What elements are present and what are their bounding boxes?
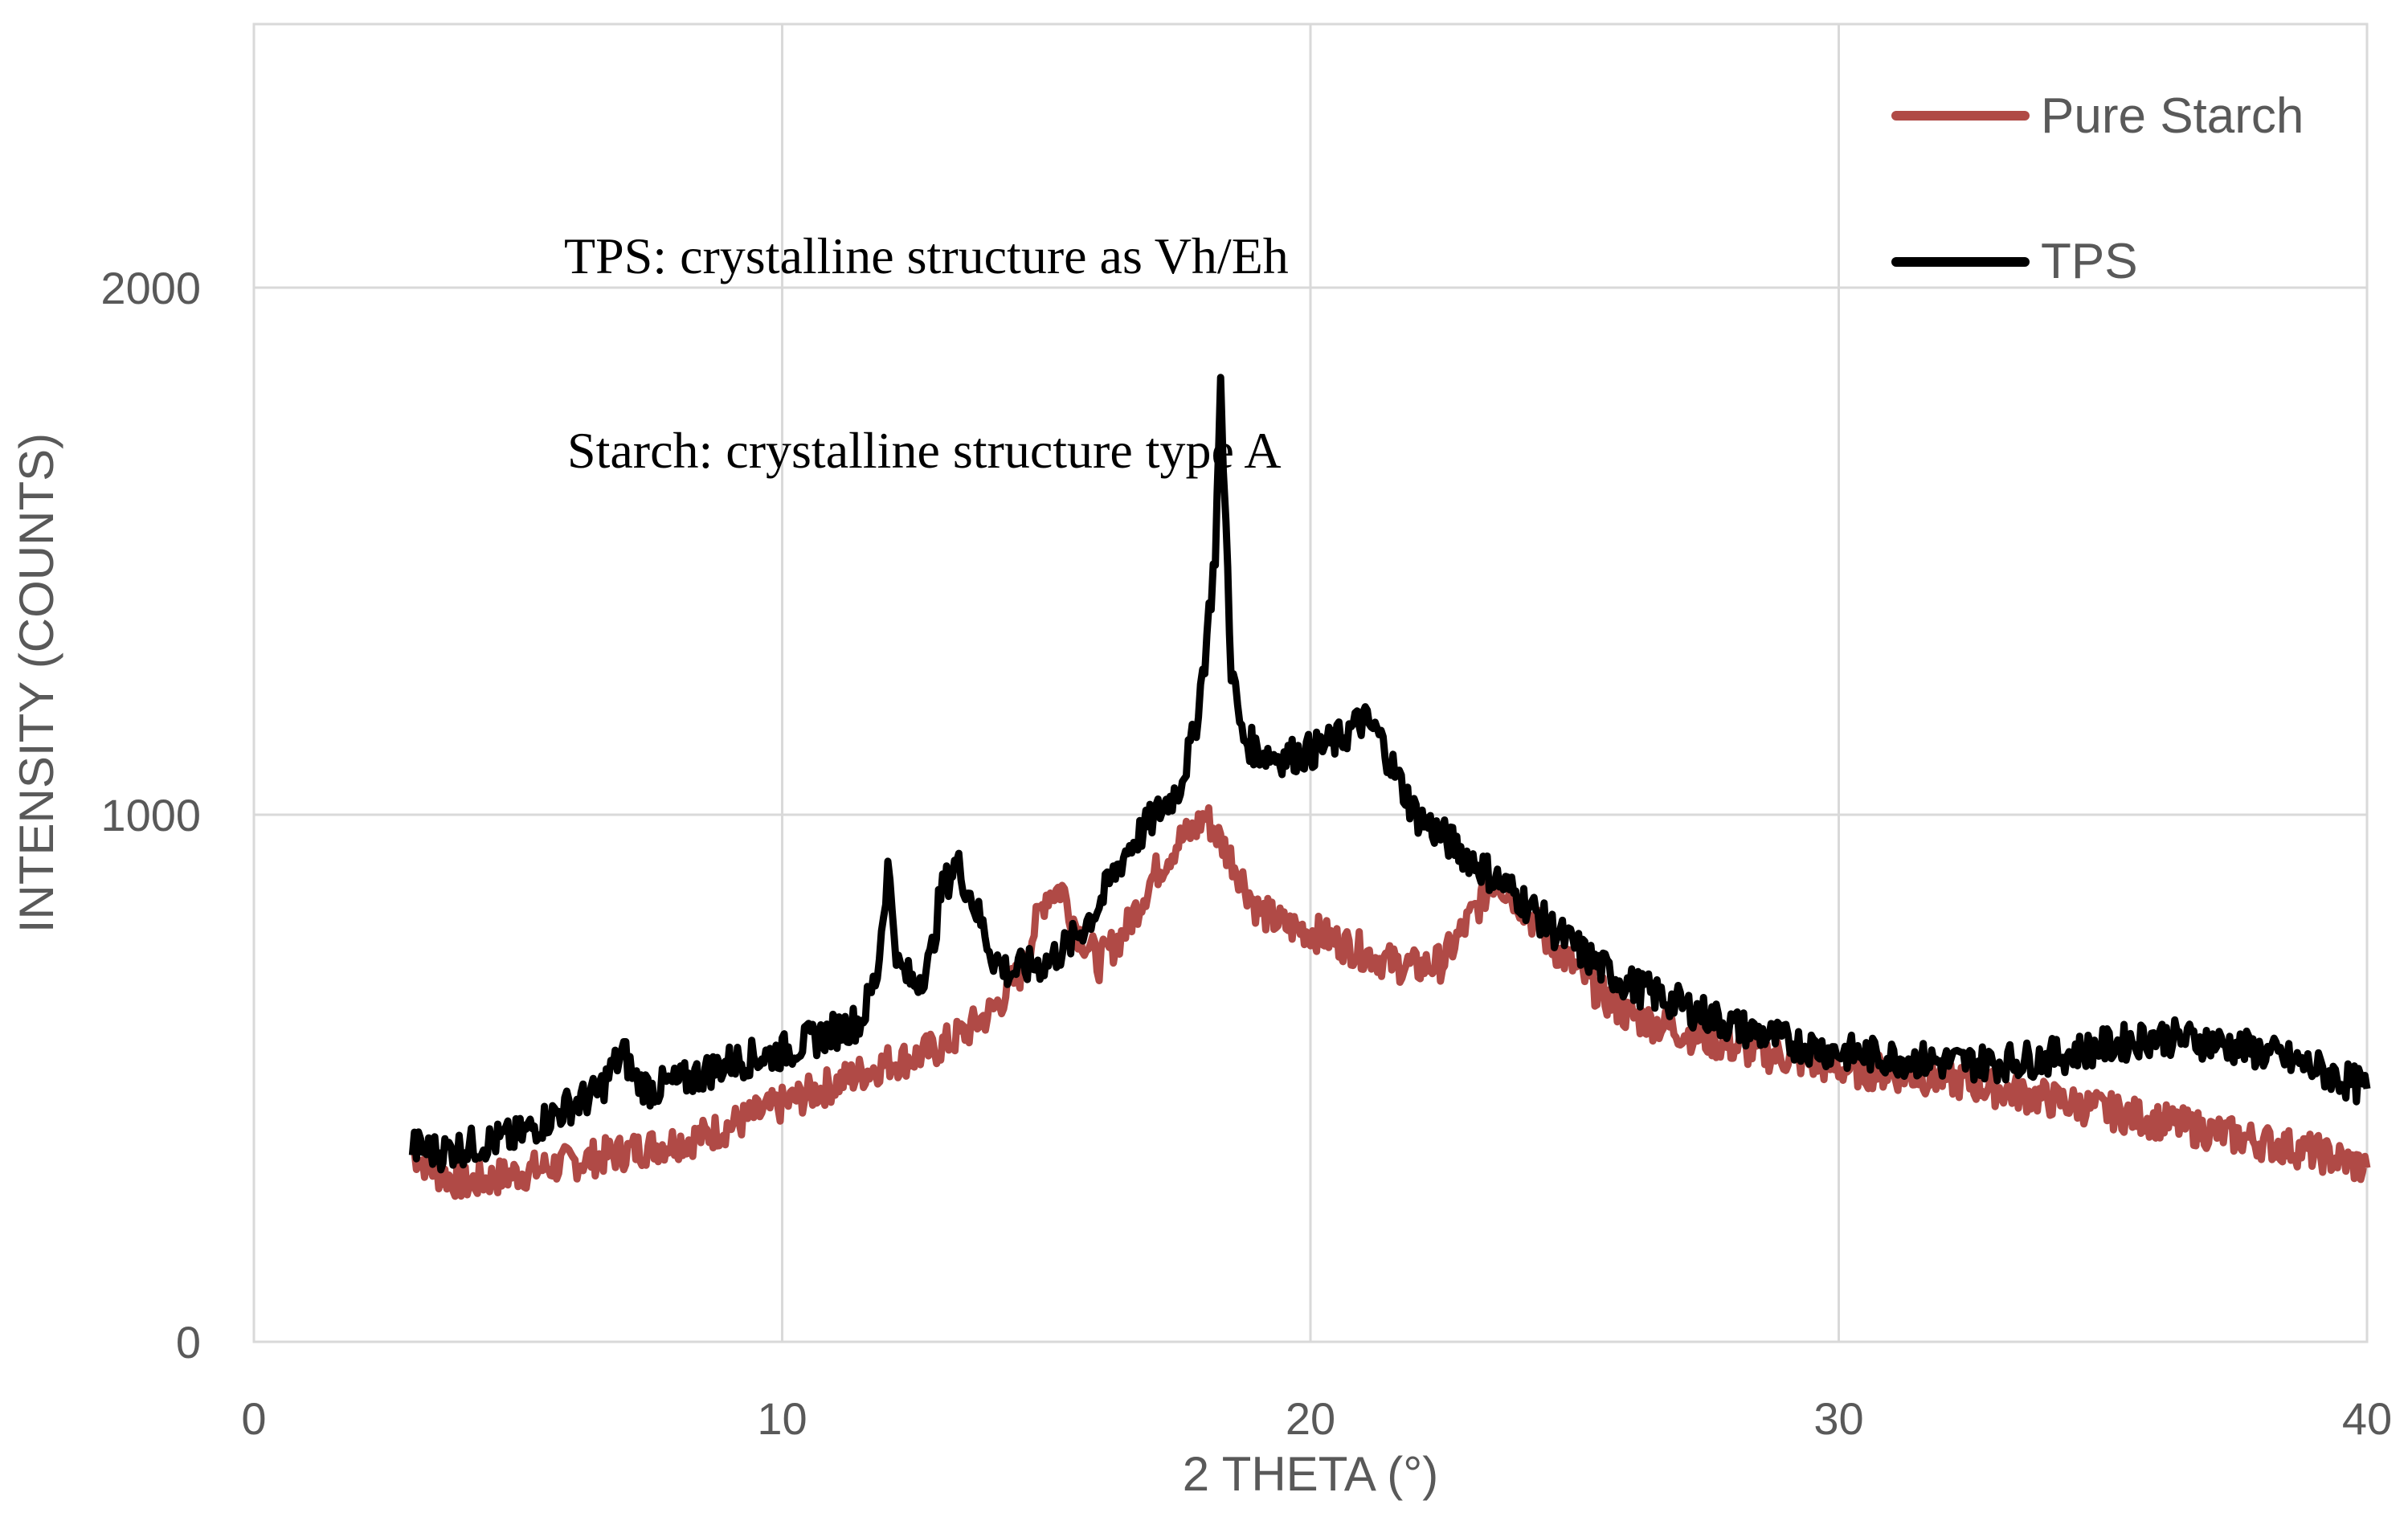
y-tick-label: 1000 [100,790,201,840]
y-axis-title: INTENSITY (COUNTS) [10,433,63,933]
y-tick-label: 0 [176,1317,201,1368]
legend-label-tps: TPS [2041,234,2138,289]
series-line-pure-starch [411,803,2371,1200]
tick-labels: 0 10 20 30 40 0 1000 2000 [100,263,2392,1444]
series-layer [408,374,2371,1200]
x-tick-label: 30 [1813,1393,1863,1444]
x-tick-label: 0 [241,1393,266,1444]
x-tick-label: 10 [757,1393,807,1444]
series-line-tps [408,374,2371,1174]
legend: Pure Starch TPS [1891,88,2304,289]
y-tick-label: 2000 [100,263,201,313]
legend-label-pure-starch: Pure Starch [2041,88,2304,144]
x-tick-label: 20 [1286,1393,1335,1444]
x-axis-title: 2 THETA (°) [1183,1447,1439,1501]
annotation-tps: TPS: crystalline structure as Vh/Eh [564,227,1289,284]
x-tick-label: 40 [2342,1393,2392,1444]
annotation-starch: Starch: crystalline structure type A [567,422,1282,479]
